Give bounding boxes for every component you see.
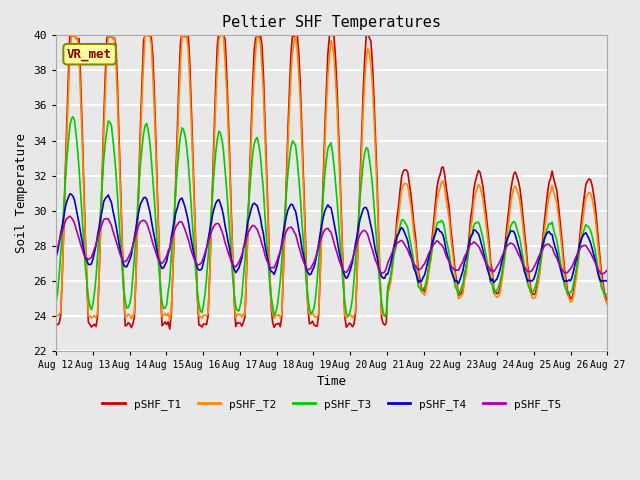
pSHF_T2 — [120, 285, 127, 291]
pSHF_T1 — [246, 176, 253, 181]
pSHF_T1 — [237, 320, 244, 326]
X-axis label: Time: Time — [317, 375, 347, 388]
pSHF_T3 — [295, 175, 303, 181]
pSHF_T1 — [120, 286, 127, 291]
pSHF_T2 — [296, 99, 304, 105]
pSHF_T1 — [576, 235, 584, 240]
pSHF_T5 — [246, 228, 253, 233]
pSHF_T3 — [122, 298, 129, 303]
pSHF_T5 — [122, 259, 129, 264]
pSHF_T5 — [66, 214, 74, 219]
pSHF_T1 — [327, 28, 335, 34]
pSHF_T3 — [69, 114, 77, 120]
Line: pSHF_T3: pSHF_T3 — [56, 117, 607, 316]
Line: pSHF_T2: pSHF_T2 — [56, 34, 607, 320]
Line: pSHF_T5: pSHF_T5 — [56, 216, 607, 274]
pSHF_T2 — [220, 34, 227, 40]
pSHF_T3 — [52, 299, 60, 305]
pSHF_T5 — [218, 228, 226, 234]
pSHF_T5 — [574, 250, 582, 255]
Title: Peltier SHF Temperatures: Peltier SHF Temperatures — [222, 15, 441, 30]
pSHF_T4 — [237, 261, 244, 266]
pSHF_T3 — [246, 189, 253, 195]
pSHF_T1 — [52, 321, 60, 326]
pSHF_T3 — [218, 136, 226, 142]
pSHF_T4 — [604, 278, 611, 284]
pSHF_T5 — [295, 243, 303, 249]
pSHF_T2 — [604, 302, 611, 308]
pSHF_T4 — [122, 264, 129, 270]
pSHF_T5 — [52, 249, 60, 254]
Line: pSHF_T4: pSHF_T4 — [56, 194, 607, 284]
pSHF_T4 — [66, 191, 74, 197]
pSHF_T2 — [238, 314, 246, 320]
pSHF_T4 — [52, 254, 60, 260]
pSHF_T4 — [576, 241, 584, 247]
pSHF_T2 — [52, 312, 60, 318]
pSHF_T5 — [604, 267, 611, 273]
Line: pSHF_T1: pSHF_T1 — [56, 31, 607, 329]
pSHF_T3 — [576, 246, 584, 252]
pSHF_T5 — [237, 256, 244, 262]
Legend: pSHF_T1, pSHF_T2, pSHF_T3, pSHF_T4, pSHF_T5: pSHF_T1, pSHF_T2, pSHF_T3, pSHF_T4, pSHF… — [98, 395, 565, 415]
pSHF_T1 — [218, 32, 226, 38]
pSHF_T2 — [166, 317, 173, 323]
pSHF_T3 — [237, 302, 244, 308]
pSHF_T4 — [454, 281, 462, 287]
pSHF_T5 — [597, 271, 605, 276]
pSHF_T4 — [246, 213, 253, 219]
pSHF_T2 — [247, 141, 255, 147]
pSHF_T4 — [295, 227, 303, 232]
pSHF_T3 — [604, 291, 611, 297]
pSHF_T1 — [166, 326, 173, 332]
pSHF_T2 — [143, 31, 150, 36]
Text: VR_met: VR_met — [67, 48, 112, 61]
pSHF_T1 — [295, 49, 303, 55]
pSHF_T4 — [218, 205, 226, 211]
pSHF_T3 — [344, 313, 352, 319]
pSHF_T1 — [604, 299, 611, 304]
Y-axis label: Soil Temperature: Soil Temperature — [15, 133, 28, 253]
pSHF_T2 — [576, 243, 584, 249]
